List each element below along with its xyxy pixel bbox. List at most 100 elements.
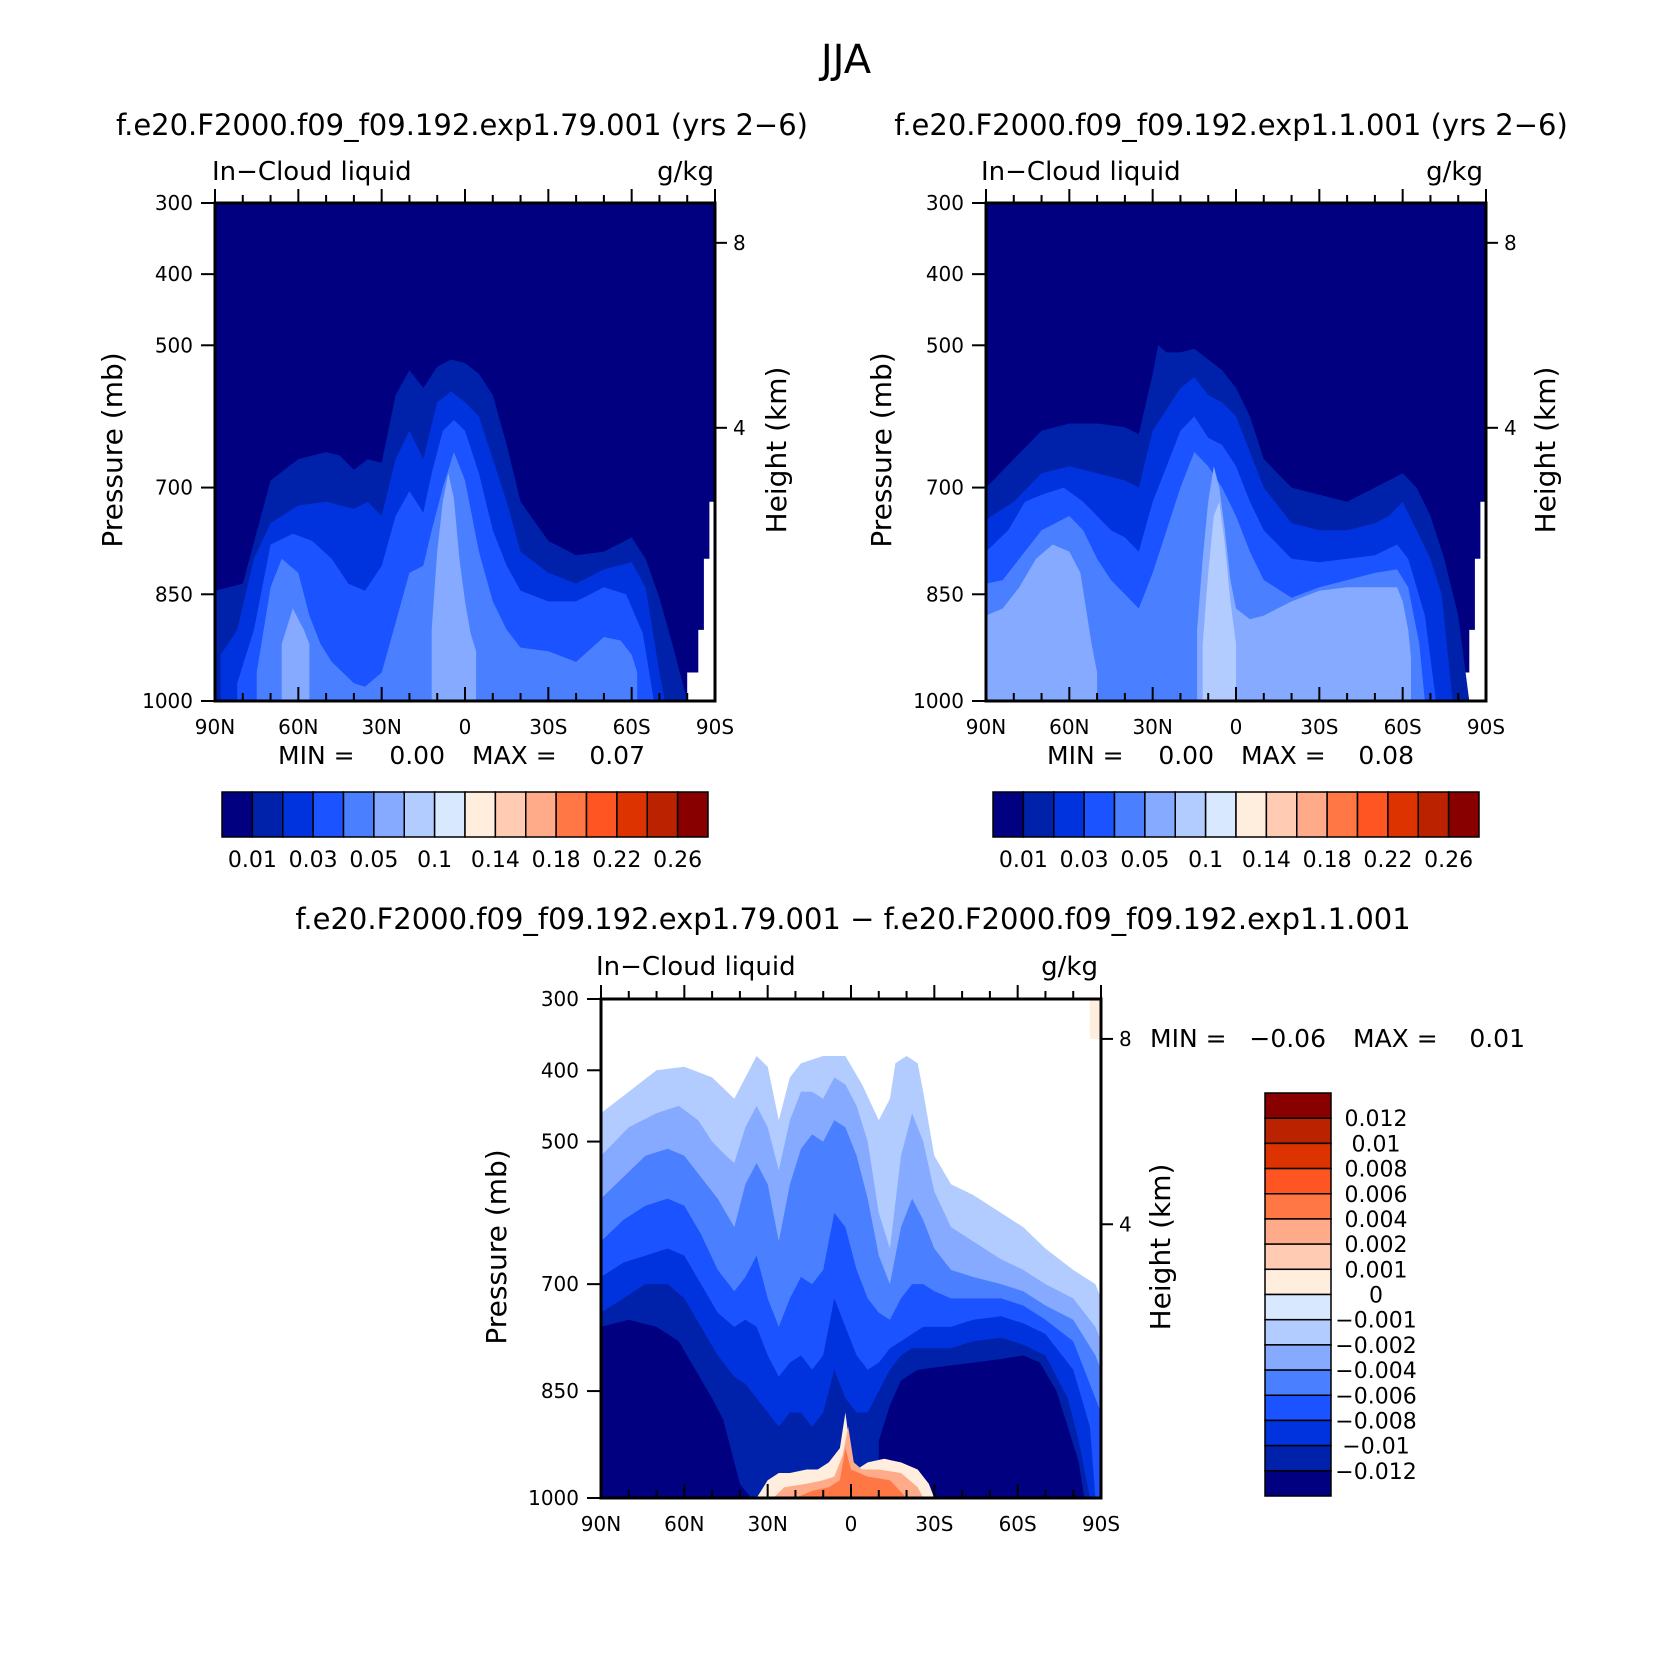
panel1-colorbar-swatch (646, 791, 679, 838)
panel1-colorbar-swatch (221, 791, 254, 838)
panel2-colorbar-label: 0.01 (999, 848, 1048, 873)
panel3-colorbar-label: 0.004 (1345, 1208, 1408, 1233)
panel3-colorbar-swatch (1264, 1142, 1332, 1170)
panel2-x-axis: 90N 60N 30N 0 30S 60S 90S (966, 189, 1505, 739)
panel1-x-tick-label: 30N (361, 715, 401, 739)
panel1-y2-axis: 84 (715, 231, 746, 440)
panel1-region-6 (431, 473, 477, 701)
panel1-colorbar-swatch (433, 791, 466, 838)
panel2-title: f.e20.F2000.f09_f09.192.exp1.1.001 (yrs … (894, 108, 1568, 142)
panel3-y2-tick-label: 8 (1119, 1027, 1132, 1051)
panel3-colorbar: 0.0120.010.0080.0060.0040.0020.0010−0.00… (1264, 1092, 1417, 1497)
panel3-colorbar-label: 0.008 (1345, 1158, 1408, 1183)
panel2-y-tick-label: 300 (926, 191, 964, 215)
panel1-y-tick-label: 400 (155, 262, 193, 286)
panel2-colorbar-swatch (1022, 791, 1055, 838)
panel2-colorbar-label: 0.18 (1303, 848, 1352, 873)
panel1-right-label: g/kg (657, 157, 714, 187)
panel1-title: f.e20.F2000.f09_f09.192.exp1.79.001 (yrs… (116, 108, 808, 142)
panel3-colorbar-swatch (1264, 1318, 1332, 1346)
panel2-x-tick-label: 90S (1467, 715, 1505, 739)
panel1-y-tick-label: 300 (155, 191, 193, 215)
panel3-region-positive-patch (1089, 999, 1101, 1039)
panel3-x-tick-label: 0 (845, 1512, 858, 1536)
panel3-y-tick-label: 700 (541, 1272, 579, 1296)
panel1-colorbar-swatch (403, 791, 436, 838)
panel2-max-label: MAX = (1241, 741, 1326, 770)
panel2-x-tick-label: 30N (1132, 715, 1172, 739)
panel3-y2-axis: 84 (1101, 1027, 1132, 1236)
panel2-colorbar-swatch (1417, 791, 1450, 838)
panel2-colorbar-swatch (1356, 791, 1389, 838)
panel2-x-tick-label: 0 (1230, 715, 1243, 739)
panel1-colorbar-label: 0.05 (349, 848, 398, 873)
panel3-region-8 (878, 1355, 1085, 1498)
panel3-colorbar-label: −0.004 (1335, 1359, 1416, 1384)
panel3-x-tick-label: 60S (999, 1512, 1037, 1536)
panel1-max-label: MAX = (472, 741, 557, 770)
panel3-colorbar-swatch (1264, 1193, 1332, 1220)
panel3-min-value: −0.06 (1249, 1024, 1326, 1053)
panel2-colorbar-swatch (1387, 791, 1419, 838)
panel1-y-axis: 300 400 500 700 850 1000 (142, 191, 215, 713)
panel2-colorbar-swatch (1174, 791, 1207, 838)
panel2-y-tick-label: 700 (926, 476, 964, 500)
panel1-left-label: In−Cloud liquid (212, 157, 412, 187)
panel3-y-tick-label: 500 (541, 1130, 579, 1154)
panel1-min-value: 0.00 (389, 741, 445, 770)
panel2-colorbar-swatch (1113, 791, 1146, 838)
panel2-colorbar-swatch (992, 791, 1025, 838)
panel3-colorbar-label: −0.01 (1342, 1435, 1409, 1460)
panel2-colorbar: 0.01 0.03 0.05 0.1 0.14 0.18 0.22 0.26 (992, 791, 1480, 873)
panel3-colorbar-swatch (1264, 1369, 1332, 1396)
panel1-colorbar-label: 0.26 (653, 848, 702, 873)
panel2-region-4 (986, 544, 1098, 701)
panel1-colorbar-swatch (312, 791, 345, 838)
panel3-colorbar-label: 0 (1369, 1284, 1383, 1309)
panel1-y-tick-label: 500 (155, 333, 193, 357)
panel1-colorbar-swatch (555, 791, 588, 838)
panel3-x-tick-label: 30S (915, 1512, 953, 1536)
panel1-colorbar-label: 0.22 (592, 848, 641, 873)
panel2-y2-tick-label: 4 (1504, 416, 1517, 440)
panel3-colorbar-swatch (1264, 1344, 1332, 1371)
panel2-colorbar-swatch (1296, 791, 1328, 838)
panel3-y2-axis-label: Height (km) (1144, 1164, 1177, 1331)
panel3-colorbar-label: 0.002 (1345, 1233, 1408, 1258)
panel3-y2-tick-label: 4 (1119, 1212, 1132, 1236)
panel2-colorbar-label: 0.1 (1188, 848, 1223, 873)
panel1-max-value: 0.07 (589, 741, 645, 770)
panel1-colorbar-label: 0.01 (228, 848, 277, 873)
panel3-colorbar-swatch (1264, 1470, 1332, 1497)
panel1-colorbar-swatch (251, 791, 284, 838)
panel3-colorbar-label: −0.012 (1335, 1460, 1416, 1485)
panel2-colorbar-swatch (1053, 791, 1085, 838)
panel3-y-tick-label: 1000 (528, 1486, 579, 1510)
panel3-colorbar-swatch (1264, 1268, 1332, 1296)
panel1-colorbar-label: 0.1 (417, 848, 452, 873)
panel3-colorbar-label: 0.01 (1352, 1132, 1401, 1157)
panel3-y-tick-label: 400 (541, 1058, 579, 1082)
panel1-colorbar-swatch (464, 791, 497, 838)
panel1-x-axis: 90N 60N 30N 0 30S 60S 90S (195, 189, 734, 739)
panel2-colorbar-swatch (1447, 791, 1480, 838)
panel2-min-label: MIN = (1047, 741, 1124, 770)
panel3-region-11 (795, 1448, 907, 1498)
panel3-colorbar-label: −0.006 (1335, 1384, 1416, 1409)
panel2-y2-tick-label: 8 (1504, 231, 1517, 255)
panel3-colorbar-swatch (1264, 1092, 1332, 1119)
panel3-left-label: In−Cloud liquid (596, 952, 796, 982)
panel1-colorbar-swatch (282, 791, 314, 838)
panel1-colorbar-label: 0.14 (471, 848, 520, 873)
panel3-y-axis: 300 400 500 700 850 1000 (528, 987, 601, 1510)
panel2-colorbar-label: 0.22 (1363, 848, 1412, 873)
panel2-colorbar-swatch (1235, 791, 1268, 838)
panel2-colorbar-swatch (1265, 791, 1298, 838)
figure-title: JJA (818, 37, 872, 83)
panel1-region-5 (281, 608, 310, 701)
panel3-title: f.e20.F2000.f09_f09.192.exp1.79.001 − f.… (295, 902, 1410, 936)
panel2-colorbar-label: 0.05 (1120, 848, 1169, 873)
panel3-colorbar-swatch (1264, 1243, 1332, 1271)
